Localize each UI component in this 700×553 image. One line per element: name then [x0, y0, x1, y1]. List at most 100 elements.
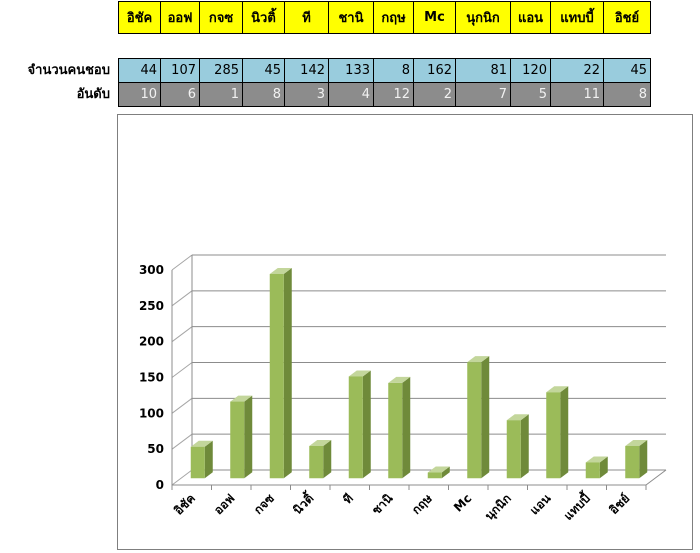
count-cell: 45: [242, 58, 285, 83]
x-tick-label: อิชัค: [171, 491, 197, 517]
header-cell: อิชัค: [118, 1, 161, 34]
y-tick-label: 200: [139, 335, 164, 349]
header-cell: แอน: [510, 1, 551, 34]
row-label-count: จำนวนคนชอบ: [27, 63, 110, 78]
header-cell: กจซ: [199, 1, 243, 34]
bar-side: [560, 386, 569, 479]
row-labels: จำนวนคนชอบ อันดับ: [2, 59, 110, 107]
x-tick-label: กฤษ: [409, 491, 435, 517]
header-cell: กฤษ: [373, 1, 414, 34]
bar-top: [506, 414, 529, 421]
count-cell: 44: [118, 58, 161, 83]
header-row: อิชัค ออฟ กจซ นิวติ้ ที ชานิ กฤษ Mc นุกนิก แอน แทบ…: [118, 1, 651, 34]
y-tick-label: 300: [139, 263, 164, 277]
x-tick-label: แอน: [527, 491, 554, 518]
x-tick-label: แทบบี้: [559, 488, 594, 523]
bar-top: [190, 440, 213, 447]
rank-cell: 7: [455, 82, 511, 107]
gridline-side: [171, 290, 193, 307]
count-cell: 142: [284, 58, 329, 83]
rank-cell: 3: [284, 82, 329, 107]
gridline-side: [171, 326, 193, 343]
bar-top: [625, 440, 648, 446]
row-label-rank: อันดับ: [76, 87, 110, 102]
y-tick-label: 0: [156, 478, 164, 492]
rank-cell: 12: [373, 82, 414, 107]
bar: [585, 462, 600, 479]
bar-side: [283, 268, 292, 479]
bar-side: [362, 370, 371, 479]
bar-side: [639, 440, 648, 479]
count-cell: 285: [199, 58, 243, 83]
bar: [309, 446, 324, 479]
x-tick-label: Mc: [451, 491, 474, 514]
bar: [230, 401, 245, 479]
count-cell: 162: [413, 58, 456, 83]
header-cell: ชานิ: [328, 1, 374, 34]
x-tick-label: นิวติ้: [288, 488, 317, 517]
bar-side: [204, 440, 213, 479]
bar: [190, 446, 205, 479]
bar-top: [546, 386, 569, 393]
gridline-side: [171, 362, 193, 378]
bar-top: [585, 456, 608, 463]
y-tick-label: 50: [147, 442, 164, 456]
header-cell: ที: [284, 1, 329, 34]
header-cell: นุกนิก: [455, 1, 511, 34]
floor-right-edge: [645, 469, 667, 486]
rank-cell: 2: [413, 82, 456, 107]
bar-top: [427, 466, 450, 473]
count-cell: 120: [510, 58, 551, 83]
count-cell: 8: [373, 58, 414, 83]
bar: [625, 446, 640, 479]
header-cell: อิชย์: [603, 1, 651, 34]
rank-cell: 5: [510, 82, 551, 107]
bar-top: [348, 370, 371, 377]
bar: [467, 362, 482, 479]
count-cell: 107: [160, 58, 200, 83]
count-cell: 81: [455, 58, 511, 83]
bar-top: [388, 376, 411, 383]
gridline-side: [171, 469, 193, 486]
x-tick-label: ชานิ: [369, 491, 396, 518]
rank-cell: 8: [242, 82, 285, 107]
bar-side: [402, 376, 411, 479]
bar-side: [441, 466, 450, 479]
count-row: 44 107 285 45 142 133 8 162 81 120 22 45: [118, 58, 651, 83]
rank-row: 10 6 1 8 3 4 12 2 7 5 11 8: [118, 82, 651, 107]
bar: [506, 420, 521, 479]
bar-side: [520, 414, 529, 479]
y-tick-label: 150: [139, 371, 164, 385]
bar: [269, 274, 284, 479]
bar-side: [323, 440, 332, 479]
data-table: 44 107 285 45 142 133 8 162 81 120 22 45 10 6 1 8 3 4 12 2…: [118, 58, 651, 107]
count-cell: 22: [550, 58, 604, 83]
bar-top: [309, 440, 332, 446]
bar-side: [599, 456, 608, 479]
header-cell: แทบบี้: [550, 1, 604, 34]
bar: [427, 472, 442, 479]
gridline-side: [171, 397, 193, 414]
gridline-side: [171, 433, 193, 450]
count-cell: 133: [328, 58, 374, 83]
bar-side: [481, 356, 490, 479]
bar-top: [230, 395, 253, 402]
bar: [546, 392, 561, 479]
bar: [348, 376, 363, 479]
bar-chart: 0 50 100 150 200 250 300 อิชัค ออฟ กจซ นิวติ้ ที ชาน…: [139, 254, 667, 524]
gridline-side: [171, 254, 193, 271]
y-tick-label: 250: [139, 299, 164, 313]
rank-cell: 4: [328, 82, 374, 107]
bar-side: [244, 395, 253, 479]
x-tick-label: ที: [340, 491, 356, 507]
rank-cell: 10: [118, 82, 161, 107]
count-cell: 45: [603, 58, 651, 83]
header-cell: Mc: [413, 1, 456, 34]
x-tick-label: กจซ: [251, 491, 277, 517]
rank-cell: 6: [160, 82, 200, 107]
rank-cell: 8: [603, 82, 651, 107]
header-cell: ออฟ: [160, 1, 200, 34]
bar-top: [467, 356, 490, 363]
chart-area: 0 50 100 150 200 250 300 อิชัค ออฟ กจซ นิวติ้ ที ชาน…: [117, 114, 693, 550]
bar-top: [269, 268, 292, 274]
